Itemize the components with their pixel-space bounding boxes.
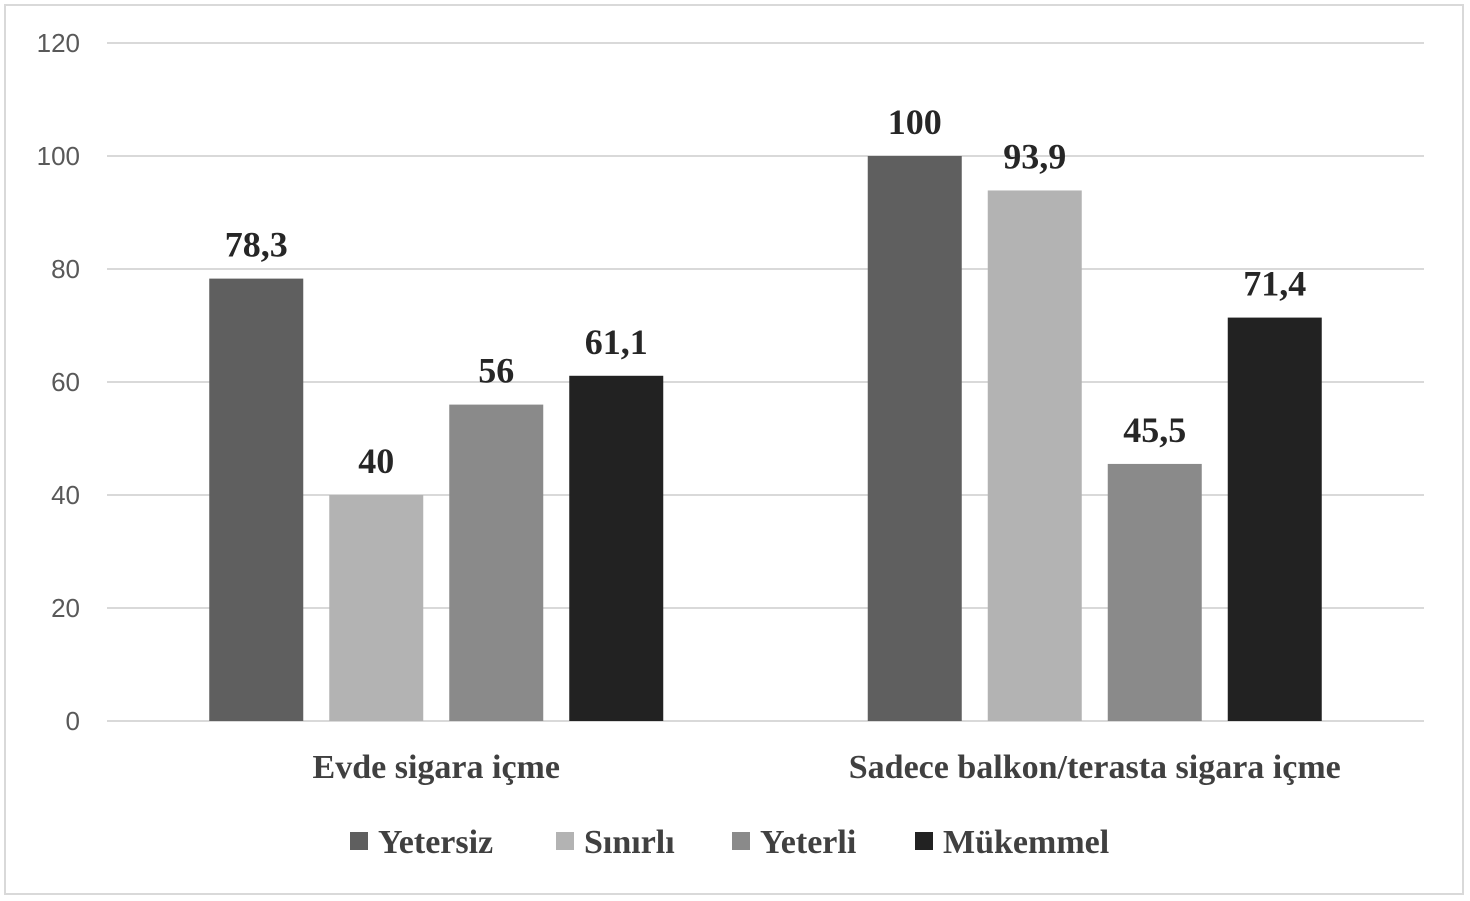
x-category-label: Evde sigara içme xyxy=(313,749,560,786)
bar-sınırlı xyxy=(329,495,424,721)
data-label: 61,1 xyxy=(585,322,648,362)
bar-yetersiz xyxy=(867,156,962,721)
bar-yeterli xyxy=(449,404,544,721)
legend: Yetersiz Sınırlı Yeterli Mükemmel xyxy=(350,824,1109,861)
legend-label: Mükemmel xyxy=(943,824,1109,861)
legend-label: Yeterli xyxy=(760,824,856,861)
x-category-label: Sadece balkon/terasta sigara içme xyxy=(849,749,1341,786)
y-tick-label: 100 xyxy=(37,141,80,171)
y-tick-label: 60 xyxy=(51,367,80,397)
legend-swatch xyxy=(556,832,574,850)
data-label: 93,9 xyxy=(1003,136,1066,176)
bar-yetersiz xyxy=(209,278,304,721)
y-tick-label: 120 xyxy=(37,28,80,58)
legend-swatch xyxy=(350,832,368,850)
bar-mükemmel xyxy=(1227,317,1322,721)
data-labels: 78,3 40 56 61,1 100 93,9 45,5 71,4 xyxy=(225,102,1307,481)
category-labels: Evde sigara içme Sadece balkon/terasta si… xyxy=(313,749,1341,786)
data-label: 78,3 xyxy=(225,225,288,265)
y-tick-label: 80 xyxy=(51,254,80,284)
data-label: 100 xyxy=(888,102,942,142)
bar-sınırlı xyxy=(987,190,1082,722)
gridlines xyxy=(107,42,1424,722)
data-label: 40 xyxy=(358,441,394,481)
legend-swatch xyxy=(915,832,933,850)
legend-label: Sınırlı xyxy=(584,824,675,861)
data-label: 56 xyxy=(478,351,514,391)
bar-yeterli xyxy=(1107,463,1202,721)
bars xyxy=(209,156,1322,722)
y-tick-label: 40 xyxy=(51,480,80,510)
data-label: 71,4 xyxy=(1243,264,1306,304)
bar-mükemmel xyxy=(569,375,664,721)
y-tick-label: 20 xyxy=(51,593,80,623)
legend-label: Yetersiz xyxy=(378,824,493,861)
y-tick-label: 0 xyxy=(66,706,80,736)
y-axis-ticks: 0 20 40 60 80 100 120 xyxy=(37,28,80,736)
legend-swatch xyxy=(732,832,750,850)
data-label: 45,5 xyxy=(1123,410,1186,450)
